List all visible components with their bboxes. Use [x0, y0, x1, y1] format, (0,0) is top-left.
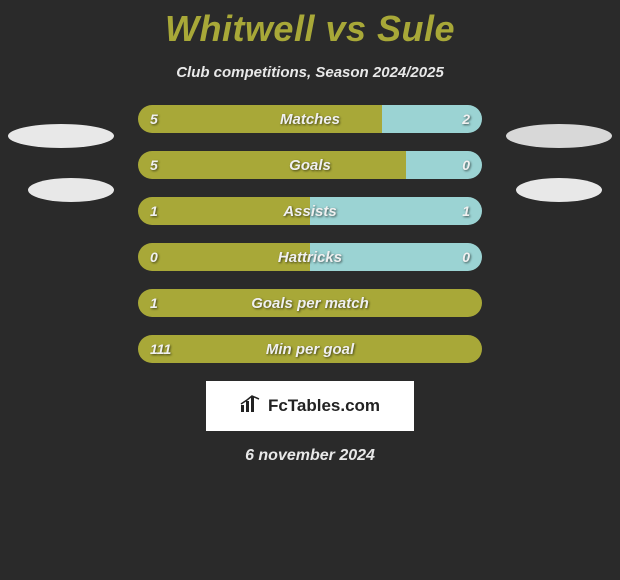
bar-row: Assists11 [138, 197, 482, 225]
bar-left-fill [138, 151, 406, 179]
bar-left-fill [138, 243, 310, 271]
bar-fill [138, 335, 482, 363]
bar-row: Goals per match1 [138, 289, 482, 317]
bar-right-fill [406, 151, 482, 179]
bar-row: Matches52 [138, 105, 482, 133]
bar-left-fill [138, 335, 482, 363]
page-title: Whitwell vs Sule [0, 0, 620, 50]
date-text: 6 november 2024 [0, 447, 620, 465]
bar-fill [138, 243, 482, 271]
bar-right-fill [310, 243, 482, 271]
bar-row: Hattricks00 [138, 243, 482, 271]
bar-right-fill [382, 105, 482, 133]
bar-fill [138, 105, 482, 133]
brand-badge: FcTables.com [206, 381, 414, 431]
decor-ellipse-right-2 [516, 178, 602, 202]
decor-ellipse-right-1 [506, 124, 612, 148]
bar-row: Min per goal111 [138, 335, 482, 363]
comparison-chart: Matches52 Goals50 Assists11 Hattricks00 Goal… [138, 105, 482, 363]
decor-ellipse-left-1 [8, 124, 114, 148]
bar-fill [138, 197, 482, 225]
bar-right-fill [310, 197, 482, 225]
chart-icon [240, 395, 262, 418]
decor-ellipse-left-2 [28, 178, 114, 202]
subtitle: Club competitions, Season 2024/2025 [0, 64, 620, 81]
bar-left-fill [138, 289, 482, 317]
bar-left-fill [138, 197, 310, 225]
bar-fill [138, 151, 482, 179]
brand-text: FcTables.com [268, 396, 380, 416]
bar-fill [138, 289, 482, 317]
bar-left-fill [138, 105, 382, 133]
bar-row: Goals50 [138, 151, 482, 179]
